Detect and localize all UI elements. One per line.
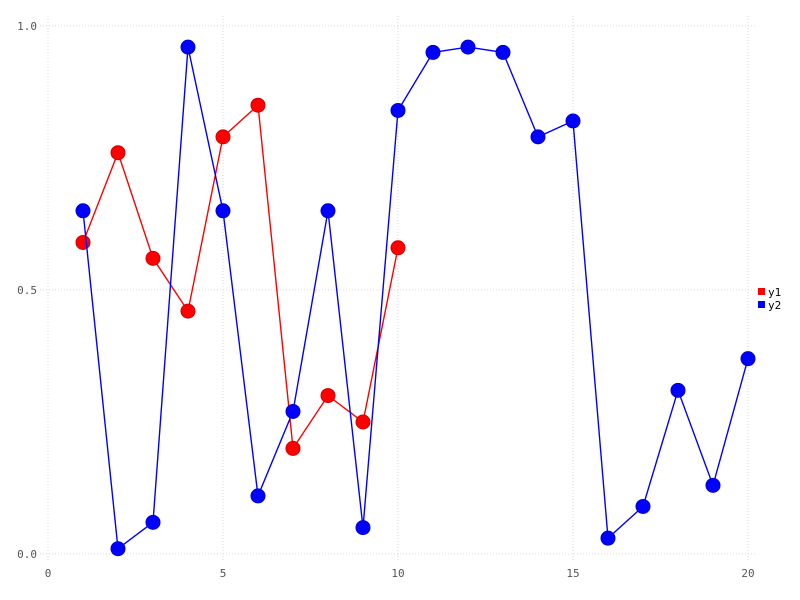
data-point-y2 [110, 541, 126, 557]
data-point-y2 [425, 44, 441, 60]
data-point-y1 [355, 414, 371, 430]
legend-label-y2: y2 [768, 299, 781, 312]
data-point-y1 [180, 303, 196, 319]
series-line-y2 [82, 46, 749, 551]
data-point-y2 [635, 498, 651, 514]
x-axis-tick-label: 20 [741, 567, 754, 580]
y-axis-tick-label: 1.0 [17, 20, 37, 33]
x-axis-tick-label: 5 [220, 567, 227, 580]
x-axis-tick-label: 10 [391, 567, 404, 580]
data-point-y2 [215, 203, 231, 219]
data-point-y2 [565, 113, 581, 129]
data-point-y2 [180, 39, 196, 55]
data-point-y2 [320, 203, 336, 219]
data-point-y2 [530, 129, 546, 145]
x-axis-tick-label: 15 [566, 567, 579, 580]
data-point-y2 [705, 477, 721, 493]
y-axis-tick-label: 0.5 [17, 284, 37, 297]
data-point-y1 [320, 388, 336, 404]
data-point-y1 [250, 97, 266, 113]
legend-swatch-y2 [758, 301, 765, 308]
legend-swatch-y1 [758, 288, 765, 295]
data-point-y1 [215, 129, 231, 145]
data-point-y1 [390, 240, 406, 256]
data-point-y2 [670, 382, 686, 398]
data-point-y1 [145, 250, 161, 266]
data-point-y1 [110, 145, 126, 161]
data-point-y2 [250, 488, 266, 504]
x-axis-tick-label: 0 [45, 567, 52, 580]
data-point-y2 [390, 102, 406, 118]
data-point-y2 [600, 530, 616, 546]
legend-label-y1: y1 [768, 286, 781, 299]
data-point-y2 [740, 351, 756, 367]
series-line-y1 [82, 103, 399, 451]
data-point-y2 [285, 403, 301, 419]
y-axis-tick-label: 0.0 [17, 548, 37, 561]
data-point-y2 [75, 203, 91, 219]
data-point-y2 [495, 44, 511, 60]
data-point-y2 [460, 39, 476, 55]
data-point-y1 [75, 234, 91, 250]
data-point-y2 [355, 520, 371, 536]
data-point-y1 [285, 440, 301, 456]
data-point-y2 [145, 514, 161, 530]
